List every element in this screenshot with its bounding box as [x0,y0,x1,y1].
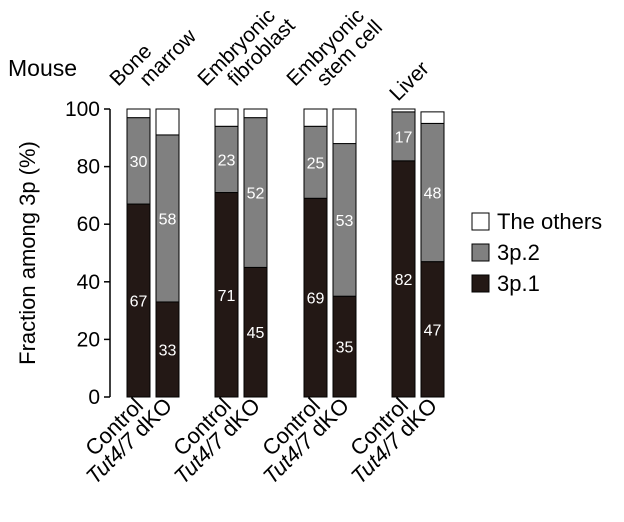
data-label: 47 [424,322,442,339]
legend-label: 3p.2 [497,240,540,265]
data-label: 52 [247,186,265,203]
data-label: 71 [218,288,236,305]
data-label: 30 [130,154,148,171]
legend-swatch [472,213,489,230]
bar-segment [215,109,238,126]
group-label: Bonemarrow [105,9,201,105]
y-axis: 0 20 40 60 80 100 Fraction among 3p (%) [15,98,110,409]
data-label: 58 [159,211,177,228]
y-tick-label: 60 [77,213,100,236]
data-label: 67 [130,294,148,311]
bar-segment [127,109,150,118]
data-label: 45 [247,325,265,342]
group-label: Liver [385,57,433,105]
bar-segment [244,109,267,118]
data-label: 25 [307,155,325,172]
data-label: 82 [395,272,413,289]
legend: The others 3p.2 3p.1 [472,209,602,296]
y-tick-label: 20 [77,328,100,351]
y-tick-label: 0 [88,386,100,409]
bar-segment [304,109,327,126]
data-label: 48 [424,186,442,203]
bar-segment [156,109,179,135]
data-label: 17 [395,129,413,146]
legend-swatch [472,275,489,292]
group-label: Embryonicfibroblast [193,0,299,106]
y-axis-label: Fraction among 3p (%) [15,141,40,365]
y-tick-label: 40 [77,271,100,294]
legend-label: 3p.1 [497,271,540,296]
bar-segment [421,112,444,124]
legend-swatch [472,244,489,261]
data-label: 35 [336,340,354,357]
species-label: Mouse [8,55,77,81]
group-label: Embryonicstem cell [282,1,387,106]
y-tick-label: 80 [77,156,100,179]
y-tick-label: 100 [65,98,100,121]
data-label: 53 [336,213,354,230]
legend-label: The others [497,209,602,234]
data-label: 23 [218,152,236,169]
data-label: 69 [307,291,325,308]
bar-segment [333,109,356,144]
bar-segment [392,109,415,112]
data-label: 33 [159,342,177,359]
